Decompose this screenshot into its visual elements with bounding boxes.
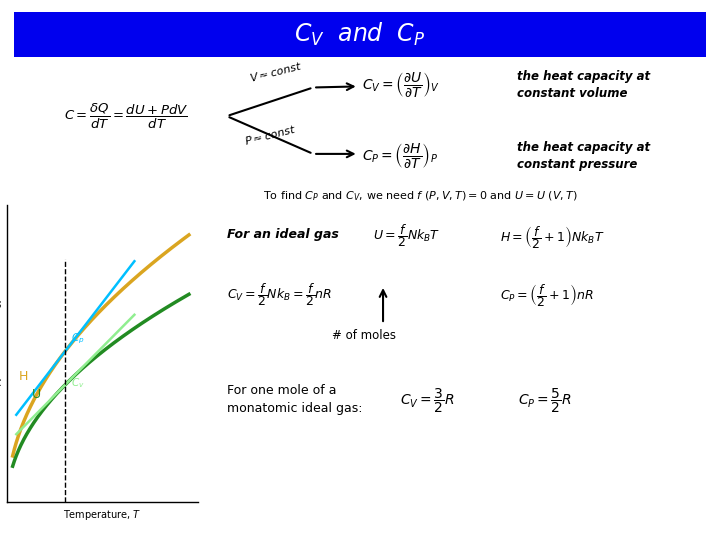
Text: # of moles: # of moles [332,329,395,342]
Text: U: U [32,388,41,401]
Text: $C_P = \dfrac{5}{2}R$: $C_P = \dfrac{5}{2}R$ [518,387,572,415]
Text: $C_V = \left(\dfrac{\partial U}{\partial T}\right)_V$: $C_V = \left(\dfrac{\partial U}{\partial… [362,70,440,99]
Text: $C = \dfrac{\delta Q}{dT} = \dfrac{dU + PdV}{dT}$: $C = \dfrac{\delta Q}{dT} = \dfrac{dU + … [63,102,189,131]
Text: the heat capacity at
constant volume: the heat capacity at constant volume [517,70,650,100]
FancyBboxPatch shape [14,12,706,57]
Text: For an ideal gas: For an ideal gas [227,228,338,241]
X-axis label: Temperature, $T$: Temperature, $T$ [63,508,142,522]
Text: $C_p$: $C_p$ [71,332,84,346]
Text: $P \approx const$: $P \approx const$ [243,123,297,147]
Text: $C_v$: $C_v$ [71,376,84,390]
Text: $H = \left(\dfrac{f}{2}+1\right)Nk_B T$: $H = \left(\dfrac{f}{2}+1\right)Nk_B T$ [500,224,605,251]
Text: $C_V = \dfrac{f}{2} Nk_B = \dfrac{f}{2} nR$: $C_V = \dfrac{f}{2} Nk_B = \dfrac{f}{2} … [227,281,332,308]
Text: $C_V$  and  $C_P$: $C_V$ and $C_P$ [294,21,426,48]
Text: $C_V = \dfrac{3}{2}R$: $C_V = \dfrac{3}{2}R$ [400,387,454,415]
Text: the heat capacity at
constant pressure: the heat capacity at constant pressure [517,140,650,171]
Text: $C_P = \left(\dfrac{f}{2}+1\right)nR$: $C_P = \left(\dfrac{f}{2}+1\right)nR$ [500,282,594,309]
Text: $V \approx const$: $V \approx const$ [248,59,303,84]
Y-axis label: Enthalpy and internal energy: Enthalpy and internal energy [0,298,1,410]
Text: $U = \dfrac{f}{2} Nk_B T$: $U = \dfrac{f}{2} Nk_B T$ [373,222,441,249]
Text: H: H [19,370,28,383]
Text: To find $C_P$ and $C_V$, we need $f$ $(P,V,T) = 0$ and $U = U$ $(V,T)$: To find $C_P$ and $C_V$, we need $f$ $(P… [263,189,577,203]
Text: $C_P = \left(\dfrac{\partial H}{\partial T}\right)_P$: $C_P = \left(\dfrac{\partial H}{\partial… [362,141,438,170]
Text: For one mole of a
monatomic ideal gas:: For one mole of a monatomic ideal gas: [227,384,362,415]
